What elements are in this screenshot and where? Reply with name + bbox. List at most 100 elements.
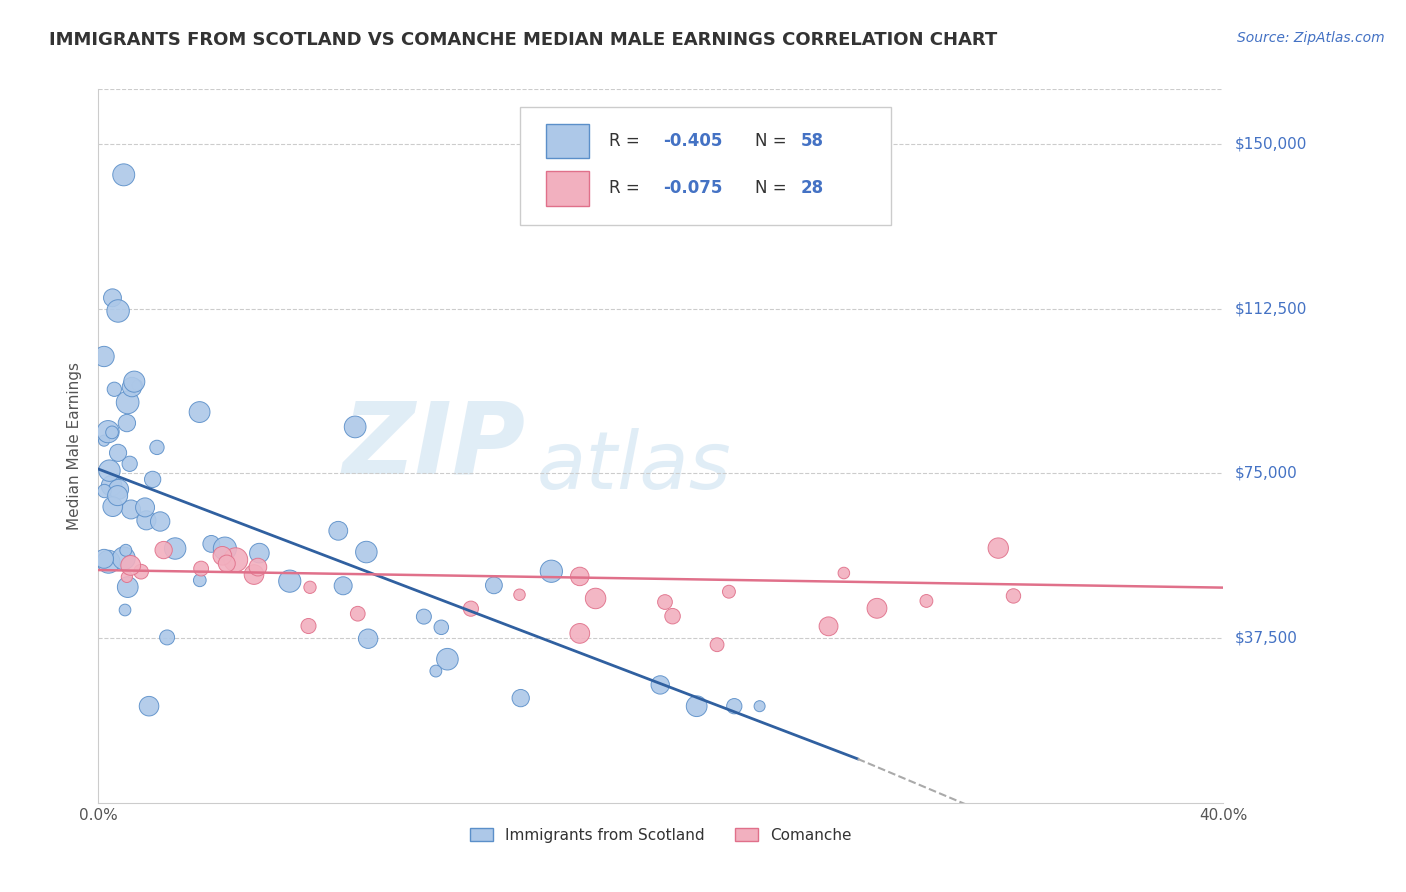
Text: N =: N = — [755, 132, 792, 150]
Point — [717, 584, 740, 599]
Point — [748, 699, 770, 714]
Point — [97, 555, 120, 569]
Text: -0.075: -0.075 — [664, 179, 723, 197]
Point — [200, 537, 222, 551]
Point — [211, 549, 233, 563]
Text: $37,500: $37,500 — [1234, 631, 1298, 646]
Point — [121, 380, 143, 394]
Text: $112,500: $112,500 — [1234, 301, 1306, 317]
Text: ZIP: ZIP — [343, 398, 526, 494]
Point — [146, 441, 169, 455]
Point — [152, 543, 174, 558]
Point — [987, 541, 1010, 555]
Point — [1002, 589, 1025, 603]
Point — [278, 574, 301, 589]
Point — [129, 565, 152, 579]
Point — [188, 574, 211, 588]
Point — [661, 609, 683, 624]
Point — [112, 168, 135, 182]
Text: atlas: atlas — [537, 428, 733, 507]
Point — [117, 580, 139, 594]
Point — [866, 601, 889, 615]
FancyBboxPatch shape — [546, 124, 589, 159]
Point — [138, 699, 160, 714]
Point — [568, 626, 591, 640]
Point — [120, 558, 142, 573]
Text: 58: 58 — [800, 132, 824, 150]
Point — [115, 570, 138, 584]
Point — [112, 551, 135, 566]
Point — [650, 678, 672, 692]
Point — [540, 564, 562, 578]
Point — [243, 567, 266, 582]
Point — [117, 395, 139, 409]
Point — [817, 619, 839, 633]
Y-axis label: Median Male Earnings: Median Male Earnings — [67, 362, 83, 530]
Point — [332, 579, 354, 593]
Point — [93, 551, 115, 566]
Point — [115, 416, 138, 430]
Point — [149, 515, 172, 529]
Text: R =: R = — [609, 179, 645, 197]
Point — [685, 699, 707, 714]
Point — [127, 378, 149, 392]
Point — [103, 382, 125, 396]
Point — [114, 603, 136, 617]
Point — [298, 580, 321, 594]
Point — [124, 375, 146, 389]
Point — [100, 479, 122, 493]
Point — [135, 513, 157, 527]
Point — [142, 472, 165, 486]
Point — [706, 638, 728, 652]
Point — [97, 425, 120, 439]
Point — [93, 350, 115, 364]
Point — [156, 631, 179, 645]
Point — [297, 619, 319, 633]
Point — [344, 420, 367, 434]
Point — [215, 557, 238, 571]
Text: $150,000: $150,000 — [1234, 136, 1306, 152]
Point — [412, 609, 434, 624]
Point — [247, 546, 270, 560]
Point — [107, 446, 129, 460]
Point — [107, 304, 129, 318]
Point — [98, 464, 121, 478]
Legend: Immigrants from Scotland, Comanche: Immigrants from Scotland, Comanche — [464, 822, 858, 848]
Point — [328, 524, 350, 538]
Point — [114, 543, 136, 558]
Point — [93, 483, 115, 498]
Point — [107, 489, 129, 503]
Point — [509, 691, 531, 706]
Point — [101, 291, 124, 305]
Point — [120, 502, 142, 516]
Point — [832, 566, 855, 580]
Point — [118, 457, 141, 471]
Point — [101, 425, 124, 440]
Point — [460, 601, 482, 615]
Text: IMMIGRANTS FROM SCOTLAND VS COMANCHE MEDIAN MALE EARNINGS CORRELATION CHART: IMMIGRANTS FROM SCOTLAND VS COMANCHE MED… — [49, 31, 997, 49]
Point — [585, 591, 607, 606]
Point — [482, 578, 505, 592]
Point — [188, 405, 211, 419]
Point — [93, 434, 115, 448]
Point — [165, 541, 187, 556]
Point — [190, 561, 212, 575]
Text: Source: ZipAtlas.com: Source: ZipAtlas.com — [1237, 31, 1385, 45]
Point — [357, 632, 380, 646]
FancyBboxPatch shape — [546, 171, 589, 205]
Point — [356, 545, 378, 559]
Point — [425, 664, 447, 678]
Point — [654, 595, 676, 609]
Point — [430, 620, 453, 634]
Point — [436, 652, 458, 666]
Point — [723, 699, 745, 714]
Point — [246, 560, 269, 574]
Point — [508, 588, 530, 602]
Text: 28: 28 — [800, 179, 824, 197]
Point — [568, 569, 591, 583]
Point — [214, 541, 236, 556]
Text: $75,000: $75,000 — [1234, 466, 1298, 481]
Text: N =: N = — [755, 179, 792, 197]
Point — [346, 607, 368, 621]
Point — [915, 594, 938, 608]
